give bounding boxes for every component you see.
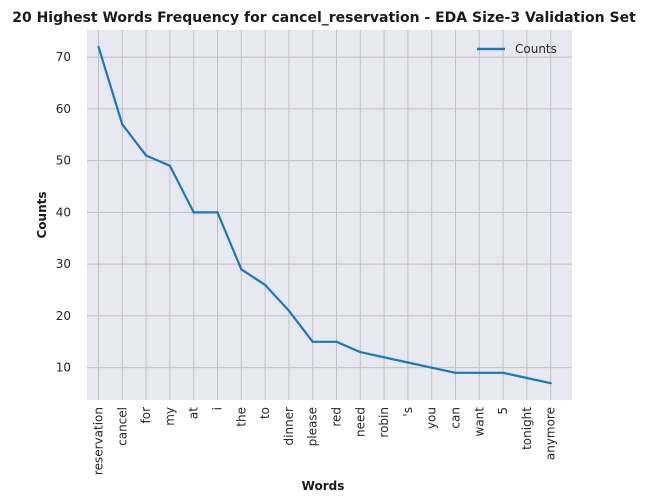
x-tick-label: red [330,407,344,427]
x-tick-label: the [234,407,248,427]
x-tick-label: please [306,407,320,446]
data-point [430,366,433,369]
x-tick-label: cancel [115,407,129,446]
plot-area [87,30,572,400]
data-points [97,45,552,385]
data-point [240,268,243,271]
y-tick-label: 50 [56,154,71,168]
x-tick-label: tonight [520,407,534,450]
x-tick-label: dinner [282,407,296,446]
y-tick-label: 70 [56,50,71,64]
x-tick-label: my [163,407,177,426]
y-tick-label: 20 [56,309,71,323]
y-ticks: 10 20 30 40 50 60 70 [56,50,71,374]
data-point [454,371,457,374]
y-axis-label: Counts [35,191,49,238]
data-point [383,356,386,359]
data-point [502,371,505,374]
x-axis-label: Words [302,479,345,493]
data-point [359,351,362,354]
x-tick-label: 5 [496,407,510,415]
y-tick-label: 60 [56,102,71,116]
data-point [406,361,409,364]
chart-title: 20 Highest Words Frequency for cancel_re… [12,10,636,26]
data-point [168,164,171,167]
data-point [549,382,552,385]
x-tick-label: robin [377,407,391,438]
x-tick-label: anymore [544,407,558,460]
legend-label: Counts [515,42,557,56]
x-tick-label: for [139,407,153,424]
data-point [264,283,267,286]
series-line-counts [97,46,551,385]
x-tick-label: need [353,407,367,437]
y-tick-label: 40 [56,205,71,219]
x-tick-label: i [211,407,225,410]
data-point [478,371,481,374]
x-tick-label: to [258,407,272,419]
data-point [287,309,290,312]
data-point [145,154,148,157]
data-point [335,340,338,343]
y-tick-label: 30 [56,257,71,271]
x-tick-label: want [472,407,486,437]
data-point [97,45,100,48]
data-point [525,376,529,380]
x-tick-label: you [425,407,439,429]
x-tick-label: at [187,407,201,419]
data-point [216,211,219,214]
y-tick-label: 10 [56,361,71,375]
x-tick-label: reservation [92,407,106,475]
data-point [311,340,314,343]
legend: Counts [477,42,557,56]
x-ticks: reservation cancel for my at i the to dinner plea… [92,407,558,475]
x-tick-label: 's [401,407,415,417]
x-tick-label: can [449,407,463,429]
data-point [121,123,124,126]
data-point [192,211,195,214]
